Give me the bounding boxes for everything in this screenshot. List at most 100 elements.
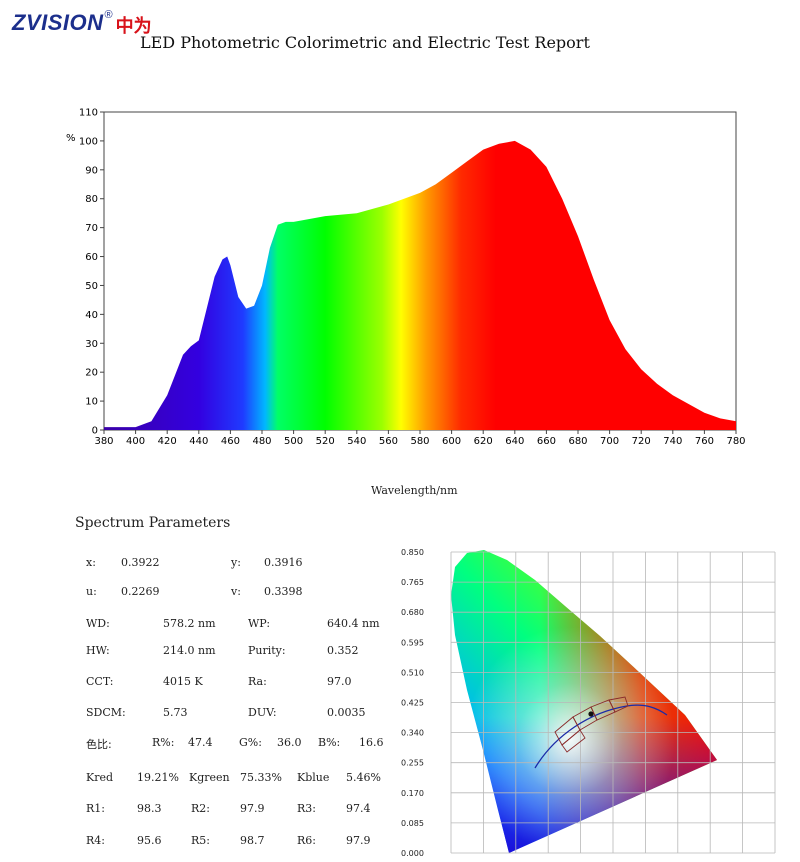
- param-sdcm-value: 5.73: [163, 706, 188, 719]
- x-tick-label: 660: [537, 436, 556, 447]
- y-tick-label: 70: [85, 223, 98, 234]
- x-tick-label: 400: [126, 436, 145, 447]
- param-g-pct-value: 36.0: [277, 736, 302, 749]
- x-tick-label: 460: [221, 436, 240, 447]
- param-hw-label: HW:: [86, 644, 110, 657]
- param-r5-value: 98.7: [240, 834, 265, 847]
- param-x-value: 0.3922: [121, 556, 160, 569]
- y-tick-label: 110: [79, 108, 98, 119]
- x-tick-label: 640: [505, 436, 524, 447]
- x-tick-label: 780: [726, 436, 745, 447]
- param-duv-value: 0.0035: [327, 706, 366, 719]
- x-tick-label: 560: [379, 436, 398, 447]
- y-tick-label: 60: [85, 252, 98, 263]
- y-axis-unit: %: [66, 133, 76, 144]
- x-tick-label: 420: [158, 436, 177, 447]
- cie-y-tick-label: 0.510: [401, 668, 424, 677]
- cie-y-tick-label: 0.000: [401, 849, 424, 858]
- x-tick-label: 500: [284, 436, 303, 447]
- cie-y-tick-label: 0.680: [401, 608, 424, 617]
- param-x-label: x:: [86, 556, 96, 569]
- param-r-pct-label: R%:: [152, 736, 175, 749]
- x-tick-label: 740: [663, 436, 682, 447]
- param-g-pct-label: G%:: [239, 736, 262, 749]
- x-tick-label: 620: [474, 436, 493, 447]
- report-title: LED Photometric Colorimetric and Electri…: [140, 33, 590, 52]
- param-r4-value: 95.6: [137, 834, 162, 847]
- cie-y-tick-label: 0.850: [401, 548, 424, 557]
- param-purity-label: Purity:: [248, 644, 286, 657]
- cie-y-tick-label: 0.765: [401, 578, 424, 587]
- param-wd-label: WD:: [86, 617, 110, 630]
- x-tick-label: 520: [316, 436, 335, 447]
- y-tick-label: 50: [85, 281, 98, 292]
- param-u-value: 0.2269: [121, 585, 160, 598]
- param-r2-label: R2:: [191, 802, 210, 815]
- tolerance-quadrangles: [554, 696, 629, 753]
- param-duv-label: DUV:: [248, 706, 277, 719]
- param-y-value: 0.3916: [264, 556, 303, 569]
- param-purity-value: 0.352: [327, 644, 359, 657]
- x-tick-label: 720: [632, 436, 651, 447]
- param-kblue-label: Kblue: [297, 771, 330, 784]
- logo-registered-mark: ®: [104, 9, 113, 21]
- param-color-ratio-label: 色比:: [86, 738, 112, 751]
- param-kgreen-value: 75.33%: [240, 771, 282, 784]
- param-hw-value: 214.0 nm: [163, 644, 216, 657]
- param-cct-value: 4015 K: [163, 675, 203, 688]
- param-ra-value: 97.0: [327, 675, 352, 688]
- brand-logo: ZVISION ® 中为: [12, 9, 152, 38]
- cie-white-region: [451, 550, 717, 853]
- y-tick-label: 10: [85, 397, 98, 408]
- param-r2-value: 97.9: [240, 802, 265, 815]
- x-tick-label: 760: [695, 436, 714, 447]
- logo-brand-cn: 中为: [115, 16, 152, 37]
- param-y-label: y:: [231, 556, 241, 569]
- param-v-label: v:: [231, 585, 241, 598]
- param-r4-label: R4:: [86, 834, 105, 847]
- x-tick-label: 540: [347, 436, 366, 447]
- x-tick-label: 600: [442, 436, 461, 447]
- param-ra-label: Ra:: [248, 675, 267, 688]
- param-kgreen-label: Kgreen: [189, 771, 230, 784]
- x-axis-title: Wavelength/nm: [371, 484, 458, 497]
- cie-y-tick-label: 0.255: [401, 759, 424, 768]
- param-kred-value: 19.21%: [137, 771, 179, 784]
- param-r3-value: 97.4: [346, 802, 371, 815]
- logo-brand-en: ZVISION: [12, 10, 104, 35]
- cie-y-tick-label: 0.170: [401, 789, 424, 798]
- y-tick-label: 100: [79, 136, 98, 147]
- y-tick-label: 40: [85, 310, 98, 321]
- y-tick-label: 80: [85, 194, 98, 205]
- y-tick-label: 0: [92, 426, 98, 437]
- y-tick-label: 90: [85, 165, 98, 176]
- param-kred-label: Kred: [86, 771, 114, 784]
- param-wp-label: WP:: [248, 617, 271, 630]
- param-b-pct-value: 16.6: [359, 736, 384, 749]
- cie-y-tick-label: 0.425: [401, 699, 424, 708]
- y-tick-label: 20: [85, 368, 98, 379]
- x-tick-label: 480: [252, 436, 271, 447]
- cie-chromaticity-diagram: 0.850 0.765 0.680 0.595 0.510 0.425 0.340 0.255…: [401, 548, 776, 858]
- param-cct-label: CCT:: [86, 675, 114, 688]
- param-sdcm-label: SDCM:: [86, 706, 126, 719]
- param-r3-label: R3:: [297, 802, 316, 815]
- spectrum-parameters-title: Spectrum Parameters: [75, 515, 231, 531]
- y-tick-label: 30: [85, 339, 98, 350]
- param-r-pct-value: 47.4: [188, 736, 213, 749]
- param-r1-value: 98.3: [137, 802, 162, 815]
- spectrum-chart: 380 400 420 440 460 480 500 520 540 560 580 600 620 6…: [66, 108, 746, 448]
- planckian-locus: [534, 704, 668, 769]
- param-v-value: 0.3398: [264, 585, 303, 598]
- param-u-label: u:: [86, 585, 97, 598]
- cie-y-tick-label: 0.085: [401, 819, 424, 828]
- x-tick-label: 380: [94, 436, 113, 447]
- param-kblue-value: 5.46%: [346, 771, 381, 784]
- x-tick-label: 440: [189, 436, 208, 447]
- chromaticity-point: [588, 711, 594, 717]
- cie-y-tick-label: 0.595: [401, 638, 424, 647]
- param-wp-value: 640.4 nm: [327, 617, 380, 630]
- x-tick-label: 680: [568, 436, 587, 447]
- param-b-pct-label: B%:: [318, 736, 341, 749]
- param-r5-label: R5:: [191, 834, 210, 847]
